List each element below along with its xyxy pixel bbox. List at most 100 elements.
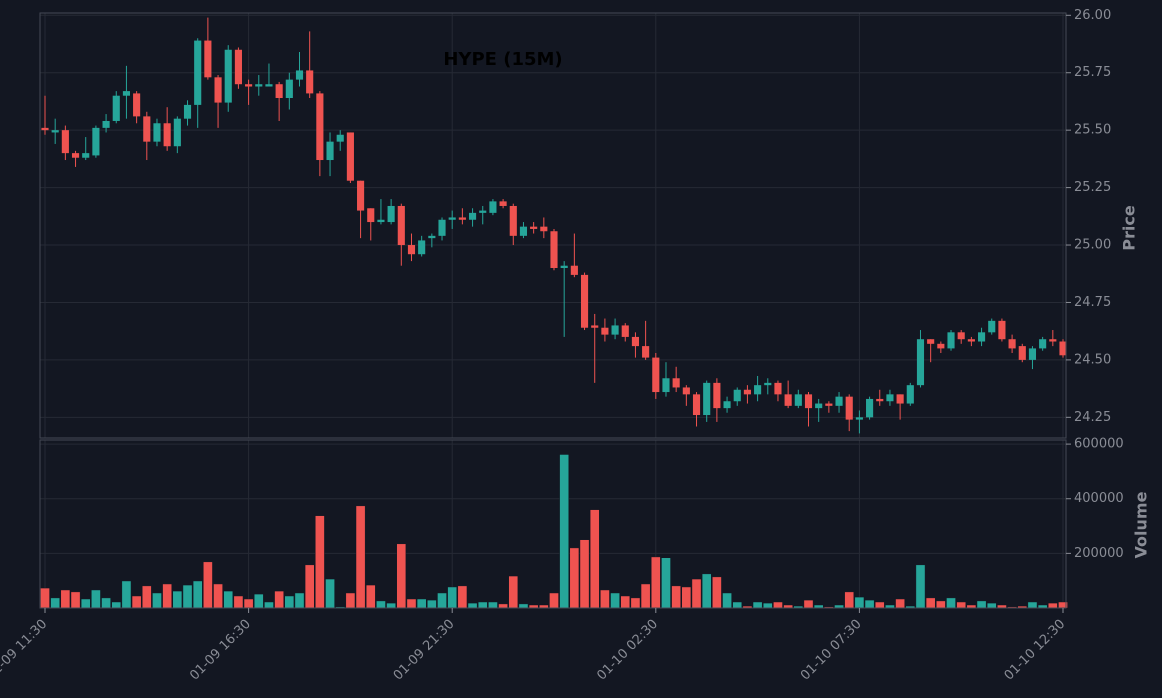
- candle-body: [499, 201, 507, 206]
- candle-body: [621, 325, 629, 337]
- volume-bar: [640, 583, 651, 609]
- volume-bar: [437, 592, 447, 609]
- candle-body: [1028, 348, 1037, 360]
- candle-body: [295, 70, 304, 80]
- candle-body: [794, 394, 802, 406]
- volume-panel-border: [39, 439, 1067, 609]
- candle-body: [916, 339, 925, 386]
- volume-bar: [91, 589, 101, 609]
- volume-bar: [620, 595, 631, 609]
- candle-body: [133, 93, 141, 117]
- volume-bar: [141, 585, 152, 609]
- candle-body: [825, 403, 833, 406]
- candle-body: [672, 378, 680, 388]
- volume-bar: [488, 601, 498, 609]
- candle-body: [438, 219, 446, 236]
- candle-body: [703, 382, 711, 416]
- candle-body: [234, 49, 242, 85]
- candle-body: [713, 382, 721, 409]
- volume-bar: [518, 603, 529, 609]
- candle-body: [346, 132, 354, 181]
- price-panel-border: [39, 12, 1067, 439]
- candle-body: [122, 91, 131, 96]
- volume-bar: [579, 539, 590, 609]
- candle-body: [214, 77, 222, 103]
- volume-bar: [610, 592, 620, 609]
- candle-body: [336, 134, 344, 142]
- marks-layer: [40, 17, 1068, 609]
- volume-bar: [111, 601, 122, 609]
- volume-bar: [253, 593, 264, 609]
- volume-bar: [223, 590, 234, 609]
- chart-title: HYPE (15M): [443, 49, 562, 70]
- candle-body: [143, 116, 151, 142]
- volume-bar: [762, 602, 773, 609]
- candle-body: [265, 84, 273, 87]
- candle-body: [275, 84, 283, 98]
- volume-bar: [284, 595, 295, 609]
- volume-bar: [457, 585, 468, 609]
- candle-body: [112, 95, 120, 121]
- candle-body: [163, 123, 171, 147]
- candle-body: [937, 343, 945, 349]
- candle-body: [723, 401, 731, 409]
- volume-bar: [559, 454, 570, 609]
- volume-bar: [874, 601, 885, 609]
- candle-body: [468, 212, 477, 220]
- volume-bar: [681, 586, 692, 609]
- volume-tick-label: 200000: [1074, 546, 1124, 561]
- candle-body: [51, 130, 59, 133]
- volume-bar: [50, 597, 61, 609]
- candle-body: [458, 217, 466, 220]
- volume-bar: [986, 602, 997, 609]
- candle-body: [255, 84, 263, 87]
- candle-body: [560, 265, 568, 268]
- volume-bar: [589, 509, 600, 609]
- volume-bar: [712, 576, 722, 609]
- volume-bar: [304, 564, 315, 609]
- candle-body: [407, 245, 416, 255]
- y-tick-label: 24.75: [1074, 295, 1111, 310]
- volume-bar: [80, 598, 91, 609]
- candle-body: [988, 320, 996, 333]
- candle-body: [977, 332, 986, 342]
- volume-bar: [691, 578, 702, 609]
- volume-bar: [345, 592, 356, 609]
- volume-bar: [213, 583, 223, 609]
- y-tick-label: 25.25: [1074, 180, 1111, 195]
- candle-body: [224, 49, 232, 103]
- candle-body: [519, 226, 528, 236]
- volume-bar: [701, 573, 712, 609]
- volume-bar: [315, 515, 325, 609]
- volume-bar: [386, 602, 396, 609]
- volume-bar: [60, 589, 71, 609]
- y-tick-label: 26.00: [1074, 8, 1111, 23]
- volume-bar: [1027, 601, 1038, 609]
- candle-body: [1018, 346, 1026, 360]
- candle-body: [947, 332, 955, 349]
- volume-bar: [233, 595, 244, 609]
- candle-body: [509, 205, 517, 236]
- candle-body: [61, 130, 69, 154]
- volume-bar: [752, 601, 763, 609]
- candle-body: [285, 79, 293, 98]
- volume-bar: [508, 575, 519, 609]
- volume-bar: [976, 600, 987, 609]
- volume-bar: [722, 592, 732, 609]
- candle-body: [550, 231, 558, 268]
- volume-tick-label: 600000: [1074, 437, 1124, 452]
- volume-bar: [264, 601, 274, 609]
- volume-bar: [854, 596, 865, 609]
- candle-body: [845, 396, 853, 420]
- candle-body: [855, 417, 863, 420]
- volume-bar: [600, 589, 610, 609]
- candle-body: [927, 339, 935, 344]
- volume-bar: [355, 505, 366, 609]
- volume-bar: [895, 598, 905, 609]
- candle-body: [601, 327, 609, 335]
- volume-bar: [569, 547, 580, 609]
- candle-body: [692, 394, 701, 416]
- volume-bar: [1047, 602, 1058, 609]
- candle-body: [245, 84, 253, 87]
